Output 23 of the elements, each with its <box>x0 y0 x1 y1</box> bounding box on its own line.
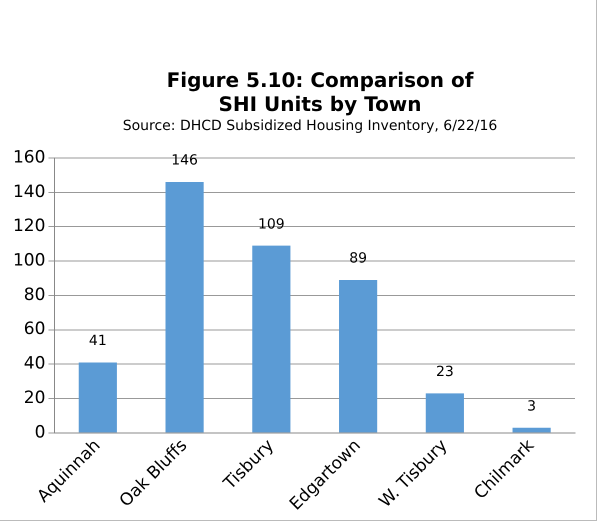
data-label: 3 <box>527 398 536 414</box>
bar <box>166 182 204 432</box>
y-tick-label: 40 <box>24 354 46 374</box>
data-label: 109 <box>258 216 285 232</box>
y-tick-label: 140 <box>12 182 46 202</box>
bar <box>78 362 117 432</box>
bar <box>339 280 378 432</box>
bar <box>252 246 290 432</box>
y-tick-label: 120 <box>12 216 46 236</box>
y-tick-label: 60 <box>24 319 46 340</box>
chart-subtitle: Source: DHCD Subsidized Housing Inventory, 6/22/16 <box>122 118 498 134</box>
y-tick-label: 160 <box>12 147 46 168</box>
bar <box>512 428 551 432</box>
data-label: 41 <box>88 333 107 350</box>
data-label: 146 <box>171 152 198 169</box>
data-label: 23 <box>436 364 454 380</box>
y-tick-label: 0 <box>34 422 46 442</box>
y-tick-label: 80 <box>24 284 46 305</box>
bar <box>426 393 464 432</box>
data-label: 89 <box>349 250 368 267</box>
chart-title: Figure 5.10: Comparison of SHI Units by Town <box>166 68 475 116</box>
y-tick-label: 20 <box>24 388 46 408</box>
y-tick-label: 100 <box>12 250 46 271</box>
